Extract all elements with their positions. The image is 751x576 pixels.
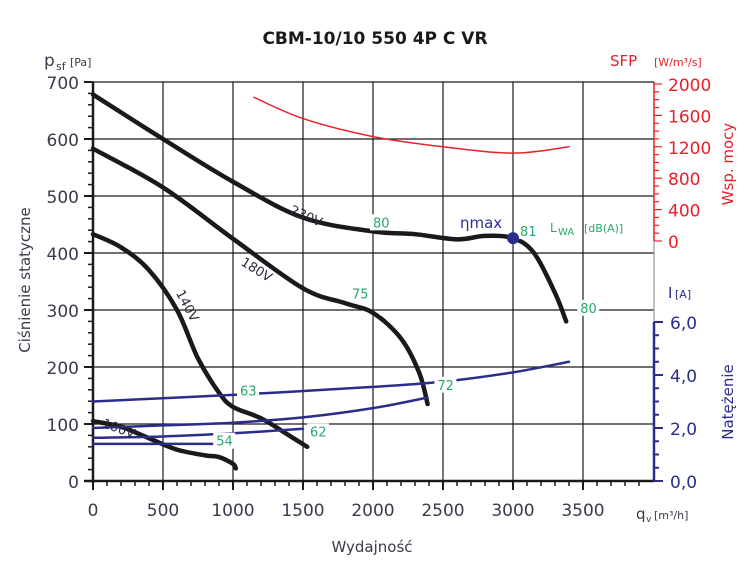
x-unit: [m³/h] bbox=[654, 509, 688, 522]
annotation-bg bbox=[370, 214, 392, 231]
sfp-tick-label: 1200 bbox=[668, 139, 711, 159]
x-tick-label: 500 bbox=[147, 501, 179, 521]
series-line-sfp bbox=[253, 96, 570, 154]
series-line-230v bbox=[90, 92, 569, 324]
curve-label: 180V bbox=[238, 255, 275, 286]
noise-annotation: 80 bbox=[373, 216, 390, 231]
current-unit-label: I [A] bbox=[668, 284, 691, 302]
pressure-tick-label: 700 bbox=[47, 74, 79, 94]
sfp-tick-label: 800 bbox=[668, 170, 700, 190]
annotation-bg bbox=[349, 285, 371, 302]
pressure-unit-label: p sf [Pa] bbox=[44, 51, 91, 73]
sfp-unit-symbol: SFP bbox=[610, 52, 637, 70]
sfp-axis-title: Wsp. mocy bbox=[719, 123, 737, 206]
annotation-bg bbox=[517, 222, 539, 239]
sfp-unit: [W/m³/s] bbox=[654, 56, 702, 69]
annotation-bg bbox=[307, 423, 329, 440]
noise-annotation: 75 bbox=[352, 288, 369, 303]
series-line-i-230v bbox=[91, 360, 571, 403]
pressure-unit-symbol: p bbox=[44, 51, 55, 71]
curve-label: 230V bbox=[287, 203, 324, 230]
noise-annotation: 81 bbox=[520, 225, 537, 240]
chart-title: CBM-10/10 550 4P C VR bbox=[262, 29, 487, 49]
annotation-bg bbox=[213, 432, 236, 449]
sfp-tick-label: 0 bbox=[668, 233, 679, 253]
pressure-tick-label: 400 bbox=[47, 245, 79, 265]
x-tick-label: 2000 bbox=[351, 501, 394, 521]
sfp-tick-label: 400 bbox=[668, 202, 700, 222]
noise-annotation: 62 bbox=[310, 426, 327, 441]
pressure-tick-label: 100 bbox=[47, 416, 79, 436]
annotation-bg bbox=[434, 376, 457, 393]
pressure-tick-label: 200 bbox=[47, 359, 79, 379]
noise-annotation: 80 bbox=[580, 302, 597, 317]
sfp-unit-label: SFP [W/m³/s] bbox=[610, 52, 702, 70]
noise-annotation: 63 bbox=[240, 385, 257, 400]
lwa-sub: WA bbox=[558, 227, 574, 238]
series-line-i-180v bbox=[91, 396, 429, 430]
x-tick-label: 3000 bbox=[491, 501, 534, 521]
noise-annotation: 72 bbox=[437, 379, 454, 394]
eta-max-point bbox=[507, 232, 519, 245]
pressure-tick-label: 0 bbox=[68, 473, 79, 493]
lwa-label: L WA [dB(A)] bbox=[550, 221, 623, 238]
annotation-bg bbox=[237, 382, 259, 399]
noise-annotation: 54 bbox=[216, 435, 233, 450]
current-tick-label: 2,0 bbox=[670, 420, 697, 440]
axes: 0 100 200 300 400 500 600 700 0 500 1000 1500 2000 25… bbox=[47, 74, 712, 521]
x-tick-label: 1500 bbox=[281, 501, 324, 521]
pressure-tick-label: 500 bbox=[47, 188, 79, 208]
x-tick-label: 2500 bbox=[421, 501, 464, 521]
x-unit-symbol: q bbox=[636, 505, 646, 523]
sfp-tick-label: 1600 bbox=[668, 107, 711, 127]
current-unit-symbol: I bbox=[668, 284, 672, 302]
lwa-symbol: L bbox=[550, 221, 557, 235]
pressure-tick-label: 600 bbox=[47, 131, 79, 151]
sfp-tick-label: 2000 bbox=[668, 76, 711, 96]
x-unit-sub: v bbox=[646, 515, 652, 525]
lwa-unit: [dB(A)] bbox=[584, 222, 623, 235]
current-tick-label: 0,0 bbox=[670, 473, 697, 493]
grid bbox=[93, 81, 654, 481]
current-axis-title: Natężenie bbox=[719, 364, 737, 440]
x-axis-title: Wydajność bbox=[331, 538, 412, 556]
series-line-180v bbox=[90, 146, 430, 407]
x-tick-label: 3500 bbox=[561, 501, 604, 521]
current-unit: [A] bbox=[675, 288, 691, 301]
eta-max-label: ηmax bbox=[460, 214, 502, 232]
series-line-140v bbox=[90, 231, 310, 450]
pressure-unit: [Pa] bbox=[70, 56, 91, 69]
series-line-i-140v bbox=[91, 427, 305, 440]
pressure-tick-label: 300 bbox=[47, 302, 79, 322]
annotation-bg bbox=[577, 299, 600, 316]
pressure-unit-sub: sf bbox=[56, 60, 67, 73]
x-unit-label: q v [m³/h] bbox=[636, 505, 688, 525]
current-tick-label: 4,0 bbox=[670, 367, 697, 387]
x-tick-label: 0 bbox=[88, 501, 99, 521]
x-tick-label: 1000 bbox=[211, 501, 254, 521]
series-group bbox=[90, 92, 571, 471]
pressure-axis-title: Ciśnienie statyczne bbox=[16, 207, 34, 353]
current-tick-label: 6,0 bbox=[670, 314, 697, 334]
